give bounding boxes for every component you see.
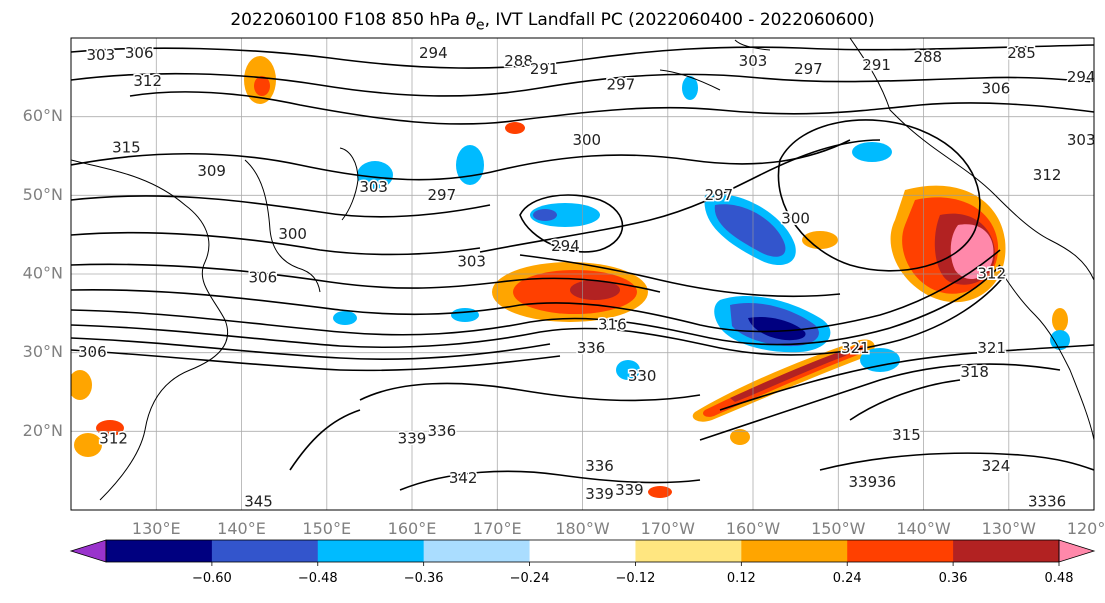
contour-label: 297: [794, 60, 823, 78]
map-frame: [70, 37, 1095, 511]
colorbar-tick-label: 0.12: [727, 571, 756, 586]
lon-tick-label: 150°E: [302, 519, 351, 538]
contour-label: 312: [99, 430, 128, 448]
contour-label: 288: [913, 48, 942, 66]
contour-label: 303: [739, 52, 768, 70]
contour-label: 294: [1067, 68, 1096, 86]
contour-label: 312: [977, 265, 1006, 283]
contour-label: 318: [960, 363, 989, 381]
lon-tick-label: 170°E: [473, 519, 522, 538]
colorbar-tick-label: 0.36: [939, 571, 968, 586]
shading-layer: [71, 56, 1070, 498]
lon-tick-label: 140°E: [217, 519, 266, 538]
contour-label: 297: [705, 186, 734, 204]
contour-label: 300: [572, 131, 601, 149]
contour-label: 345: [244, 493, 273, 511]
contour-label: 339: [398, 430, 427, 448]
lon-tick-label: 130°W: [982, 519, 1037, 538]
contour-label: 285: [1007, 44, 1036, 62]
colorbar-tick-label: −0.12: [616, 571, 656, 586]
colorbar: −0.60 −0.48 −0.36 −0.24 −0.12 0.12 0.24 0.36 0.4…: [69, 539, 1096, 586]
contour-label: 336: [585, 457, 614, 475]
colorbar-frame: [105, 539, 1060, 563]
colorbar-tick-label: −0.24: [510, 571, 550, 586]
colorbar-tick-label: 0.48: [1045, 571, 1074, 586]
lon-tick-label: 120°W: [1067, 519, 1105, 538]
shade-subtropical-peak: [730, 350, 849, 402]
contour-label: 297: [428, 186, 457, 204]
contour-label: 330: [628, 367, 657, 385]
contour-label: 306: [982, 80, 1011, 98]
colorbar-tick-label: −0.48: [298, 571, 338, 586]
contour-label: 291: [530, 60, 559, 78]
contour-label: 294: [551, 237, 580, 255]
lon-tick-label: 150°W: [811, 519, 866, 538]
contour-label: 315: [112, 139, 141, 157]
colorbar-segment: [106, 540, 213, 562]
colorbar-segment: [847, 540, 954, 562]
colorbar-extend-min: [69, 539, 107, 563]
contour-label: 303: [457, 253, 486, 271]
lon-tick-label: 160°E: [388, 519, 437, 538]
contour-label: 336: [577, 339, 606, 357]
contour-label: 288: [504, 52, 533, 70]
contour-label: 303: [87, 46, 116, 64]
lat-tick-label: 30°N: [23, 342, 63, 361]
colorbar-segment: [423, 540, 531, 562]
contour-label: 303: [359, 178, 388, 196]
lon-tick-label: 140°W: [896, 519, 951, 538]
colorbar-tick-label: −0.60: [192, 571, 232, 586]
contour-label: 303: [1067, 131, 1096, 149]
contour-label: 33936: [848, 473, 896, 491]
shade-negative-north-core: [714, 204, 786, 257]
contour-label: 3336: [1028, 493, 1066, 511]
contour-label: 300: [278, 225, 307, 243]
contour-label: 321: [977, 339, 1006, 357]
shade-negative-south-peak: [748, 316, 806, 341]
colorbar-segment: [953, 540, 1060, 562]
colorbar-segment: [211, 540, 319, 562]
lat-tick-label: 60°N: [23, 106, 63, 125]
longitude-labels: 130°E 140°E 150°E 160°E 170°E 180°W 170°W 160°W…: [132, 519, 1105, 538]
figure-title: 2022060100 F108 850 hPa θe, IVT Landfall…: [230, 10, 875, 34]
colorbar-tick-label: −0.36: [404, 571, 444, 586]
colorbar-tick-label: 0.24: [833, 571, 862, 586]
contour-label: 339: [615, 481, 644, 499]
lat-tick-label: 40°N: [23, 264, 63, 283]
lon-tick-label: 170°W: [641, 519, 696, 538]
contour-label: 315: [892, 426, 921, 444]
contour-label: 336: [428, 422, 457, 440]
contour-label: 306: [78, 343, 107, 361]
colorbar-segment: [635, 540, 742, 562]
contour-label: 294: [419, 44, 448, 62]
contour-label: 306: [125, 44, 154, 62]
latitude-labels: 20°N 30°N 40°N 50°N 60°N: [23, 106, 63, 440]
contour-label: 321: [841, 339, 870, 357]
contour-label: 324: [982, 457, 1011, 475]
colorbar-segment: [317, 540, 425, 562]
lat-tick-label: 50°N: [23, 185, 63, 204]
contour-label: 300: [781, 209, 810, 227]
colorbar-extend-max: [1058, 539, 1096, 563]
lon-tick-label: 160°W: [726, 519, 781, 538]
contour-label: 342: [449, 469, 478, 487]
contour-lines: [71, 44, 1094, 491]
shade-coast-peak: [950, 224, 994, 280]
lon-tick-label: 180°W: [555, 519, 610, 538]
contour-label: 306: [248, 268, 277, 286]
contour-label: 312: [133, 72, 162, 90]
contour-label: 312: [1033, 166, 1062, 184]
contour-label: 309: [197, 162, 226, 180]
contour-label: 297: [607, 76, 636, 94]
lon-tick-label: 130°E: [132, 519, 181, 538]
colorbar-segment: [529, 540, 636, 562]
colorbar-segment: [741, 540, 848, 562]
contour-label: 339: [585, 485, 614, 503]
contour-label: 291: [862, 56, 891, 74]
contour-label: 316: [598, 316, 627, 334]
lat-tick-label: 20°N: [23, 421, 63, 440]
